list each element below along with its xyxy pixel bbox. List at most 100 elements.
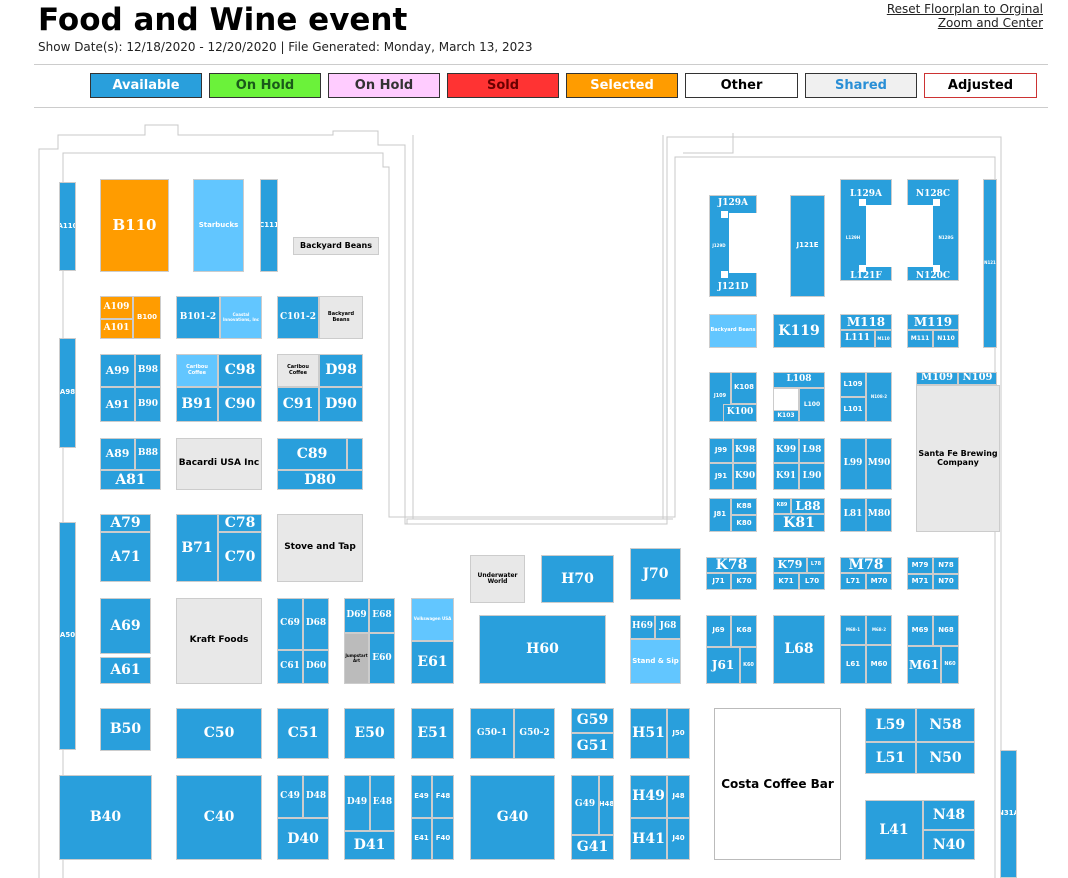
booth-H48[interactable]: H48 bbox=[599, 775, 614, 835]
booth-caribou-2[interactable]: Caribou Coffee bbox=[277, 354, 319, 387]
booth-K91[interactable]: K91 bbox=[773, 463, 799, 490]
booth-G40[interactable]: G40 bbox=[470, 775, 555, 860]
booth-B40[interactable]: B40 bbox=[59, 775, 152, 860]
booth-M90[interactable]: M90 bbox=[866, 438, 892, 490]
booth-L68[interactable]: L68 bbox=[773, 615, 825, 684]
booth-A50[interactable]: A50 bbox=[59, 522, 76, 750]
booth-J71[interactable]: J71 bbox=[706, 573, 731, 590]
booth-M70[interactable]: M70 bbox=[866, 573, 892, 590]
booth-M68-1[interactable]: M68-1 bbox=[840, 615, 866, 645]
booth-L129H[interactable]: L129H bbox=[845, 234, 861, 240]
booth-L129A[interactable]: L129A bbox=[849, 189, 883, 200]
booth-M118[interactable]: M118 bbox=[840, 314, 892, 330]
booth-K70[interactable]: K70 bbox=[731, 573, 757, 590]
booth-N40[interactable]: N40 bbox=[923, 830, 975, 860]
booth-E49[interactable]: E49 bbox=[411, 775, 432, 818]
booth-starbucks[interactable]: Starbucks bbox=[193, 179, 244, 272]
booth-M109[interactable]: M109 bbox=[916, 372, 958, 385]
booth-E41[interactable]: E41 bbox=[411, 818, 432, 860]
booth-L41[interactable]: L41 bbox=[865, 800, 923, 860]
booth-L78[interactable]: L78 bbox=[807, 557, 825, 573]
booth-L98[interactable]: L98 bbox=[799, 438, 825, 463]
booth-B90[interactable]: B90 bbox=[135, 387, 161, 422]
booth-B100[interactable]: B100 bbox=[133, 296, 161, 339]
booth-C78[interactable]: C78 bbox=[218, 514, 262, 532]
booth-G50-1[interactable]: G50-1 bbox=[470, 708, 514, 759]
booth-J40[interactable]: J40 bbox=[667, 818, 690, 860]
booth-N120C[interactable]: N120C bbox=[915, 271, 951, 282]
booth-D98[interactable]: D98 bbox=[319, 354, 363, 387]
booth-A99[interactable]: A99 bbox=[100, 354, 135, 387]
booth-M69[interactable]: M69 bbox=[907, 615, 933, 646]
booth-M79[interactable]: M79 bbox=[907, 557, 933, 574]
booth-N108-2[interactable]: N108-2 bbox=[866, 372, 892, 422]
booth-G50-2[interactable]: G50-2 bbox=[514, 708, 555, 759]
booth-D60[interactable]: D60 bbox=[303, 650, 329, 684]
booth-N68[interactable]: N68 bbox=[933, 615, 959, 646]
booth-K99[interactable]: K99 bbox=[773, 438, 799, 463]
booth-H41[interactable]: H41 bbox=[630, 818, 667, 860]
booth-D68[interactable]: D68 bbox=[303, 598, 329, 650]
floorplan-canvas[interactable]: A110 B110 Starbucks C111 Backyard Beans … bbox=[33, 119, 1048, 878]
booth-A61[interactable]: A61 bbox=[100, 657, 151, 684]
booth-C91[interactable]: C91 bbox=[277, 387, 319, 422]
booth-M61[interactable]: M61 bbox=[907, 646, 941, 684]
booth-N109[interactable]: N109 bbox=[958, 372, 997, 385]
booth-B50[interactable]: B50 bbox=[100, 708, 151, 751]
booth-C69[interactable]: C69 bbox=[277, 598, 303, 650]
booth-L71[interactable]: L71 bbox=[840, 573, 866, 590]
booth-N128C[interactable]: N128C bbox=[915, 189, 951, 200]
booth-M80[interactable]: M80 bbox=[866, 498, 892, 532]
booth-M68-2[interactable]: M68-2 bbox=[866, 615, 892, 645]
booth-K119[interactable]: K119 bbox=[773, 314, 825, 348]
booth-K103[interactable]: K103 bbox=[773, 410, 799, 422]
booth-K108[interactable]: K108 bbox=[731, 372, 757, 404]
zoom-center-link[interactable]: Zoom and Center bbox=[937, 16, 1043, 30]
booth-H51[interactable]: H51 bbox=[630, 708, 667, 759]
booth-F40[interactable]: F40 bbox=[432, 818, 454, 860]
booth-K78[interactable]: K78 bbox=[706, 557, 757, 573]
booth-L90[interactable]: L90 bbox=[799, 463, 825, 490]
booth-A89[interactable]: A89 bbox=[100, 438, 135, 470]
booth-B91[interactable]: B91 bbox=[176, 387, 218, 422]
booth-L88[interactable]: L88 bbox=[791, 498, 825, 514]
booth-L99[interactable]: L99 bbox=[840, 438, 866, 490]
booth-E48[interactable]: E48 bbox=[370, 775, 395, 831]
booth-J99[interactable]: J99 bbox=[709, 438, 733, 463]
booth-N58[interactable]: N58 bbox=[916, 708, 975, 742]
booth-C49[interactable]: C49 bbox=[277, 775, 303, 818]
booth-B98[interactable]: B98 bbox=[135, 354, 161, 387]
booth-bacardi[interactable]: Bacardi USA Inc bbox=[176, 438, 262, 490]
booth-santa-fe-brewing[interactable]: Santa Fe Brewing Company bbox=[916, 385, 1000, 532]
booth-D80[interactable]: D80 bbox=[277, 470, 363, 490]
booth-M71[interactable]: M71 bbox=[907, 574, 933, 590]
booth-E61[interactable]: E61 bbox=[411, 641, 454, 684]
booth-M111[interactable]: M111 bbox=[907, 330, 933, 348]
booth-L70[interactable]: L70 bbox=[799, 573, 825, 590]
booth-K60[interactable]: K60 bbox=[740, 647, 757, 684]
booth-K71[interactable]: K71 bbox=[773, 573, 799, 590]
booth-E68[interactable]: E68 bbox=[369, 598, 395, 633]
booth-coastal[interactable]: Coastal Innovations, Inc bbox=[220, 296, 262, 339]
booth-L59[interactable]: L59 bbox=[865, 708, 916, 742]
booth-J121E[interactable]: J121E bbox=[790, 195, 825, 297]
booth-E50[interactable]: E50 bbox=[344, 708, 395, 759]
booth-M78[interactable]: M78 bbox=[840, 557, 892, 573]
booth-caribou[interactable]: Caribou Coffee bbox=[176, 354, 218, 387]
booth-J129D[interactable]: J129D bbox=[712, 242, 726, 248]
booth-B88[interactable]: B88 bbox=[135, 438, 161, 470]
booth-H69[interactable]: H69 bbox=[630, 615, 655, 639]
booth-M60[interactable]: M60 bbox=[866, 645, 892, 684]
booth-D48[interactable]: D48 bbox=[303, 775, 329, 818]
reset-floorplan-link[interactable]: Reset Floorplan to Orginal bbox=[886, 2, 1043, 16]
booth-K81[interactable]: K81 bbox=[773, 514, 825, 532]
booth-H60[interactable]: H60 bbox=[479, 615, 606, 684]
booth-J68[interactable]: J68 bbox=[655, 615, 681, 639]
booth-G41[interactable]: G41 bbox=[571, 835, 614, 860]
booth-K68[interactable]: K68 bbox=[731, 615, 757, 647]
booth-N60[interactable]: N60 bbox=[941, 646, 959, 684]
booth-D49[interactable]: D49 bbox=[344, 775, 370, 831]
booth-A71[interactable]: A71 bbox=[100, 532, 151, 582]
booth-A81[interactable]: A81 bbox=[100, 470, 161, 490]
booth-N48[interactable]: N48 bbox=[923, 800, 975, 830]
